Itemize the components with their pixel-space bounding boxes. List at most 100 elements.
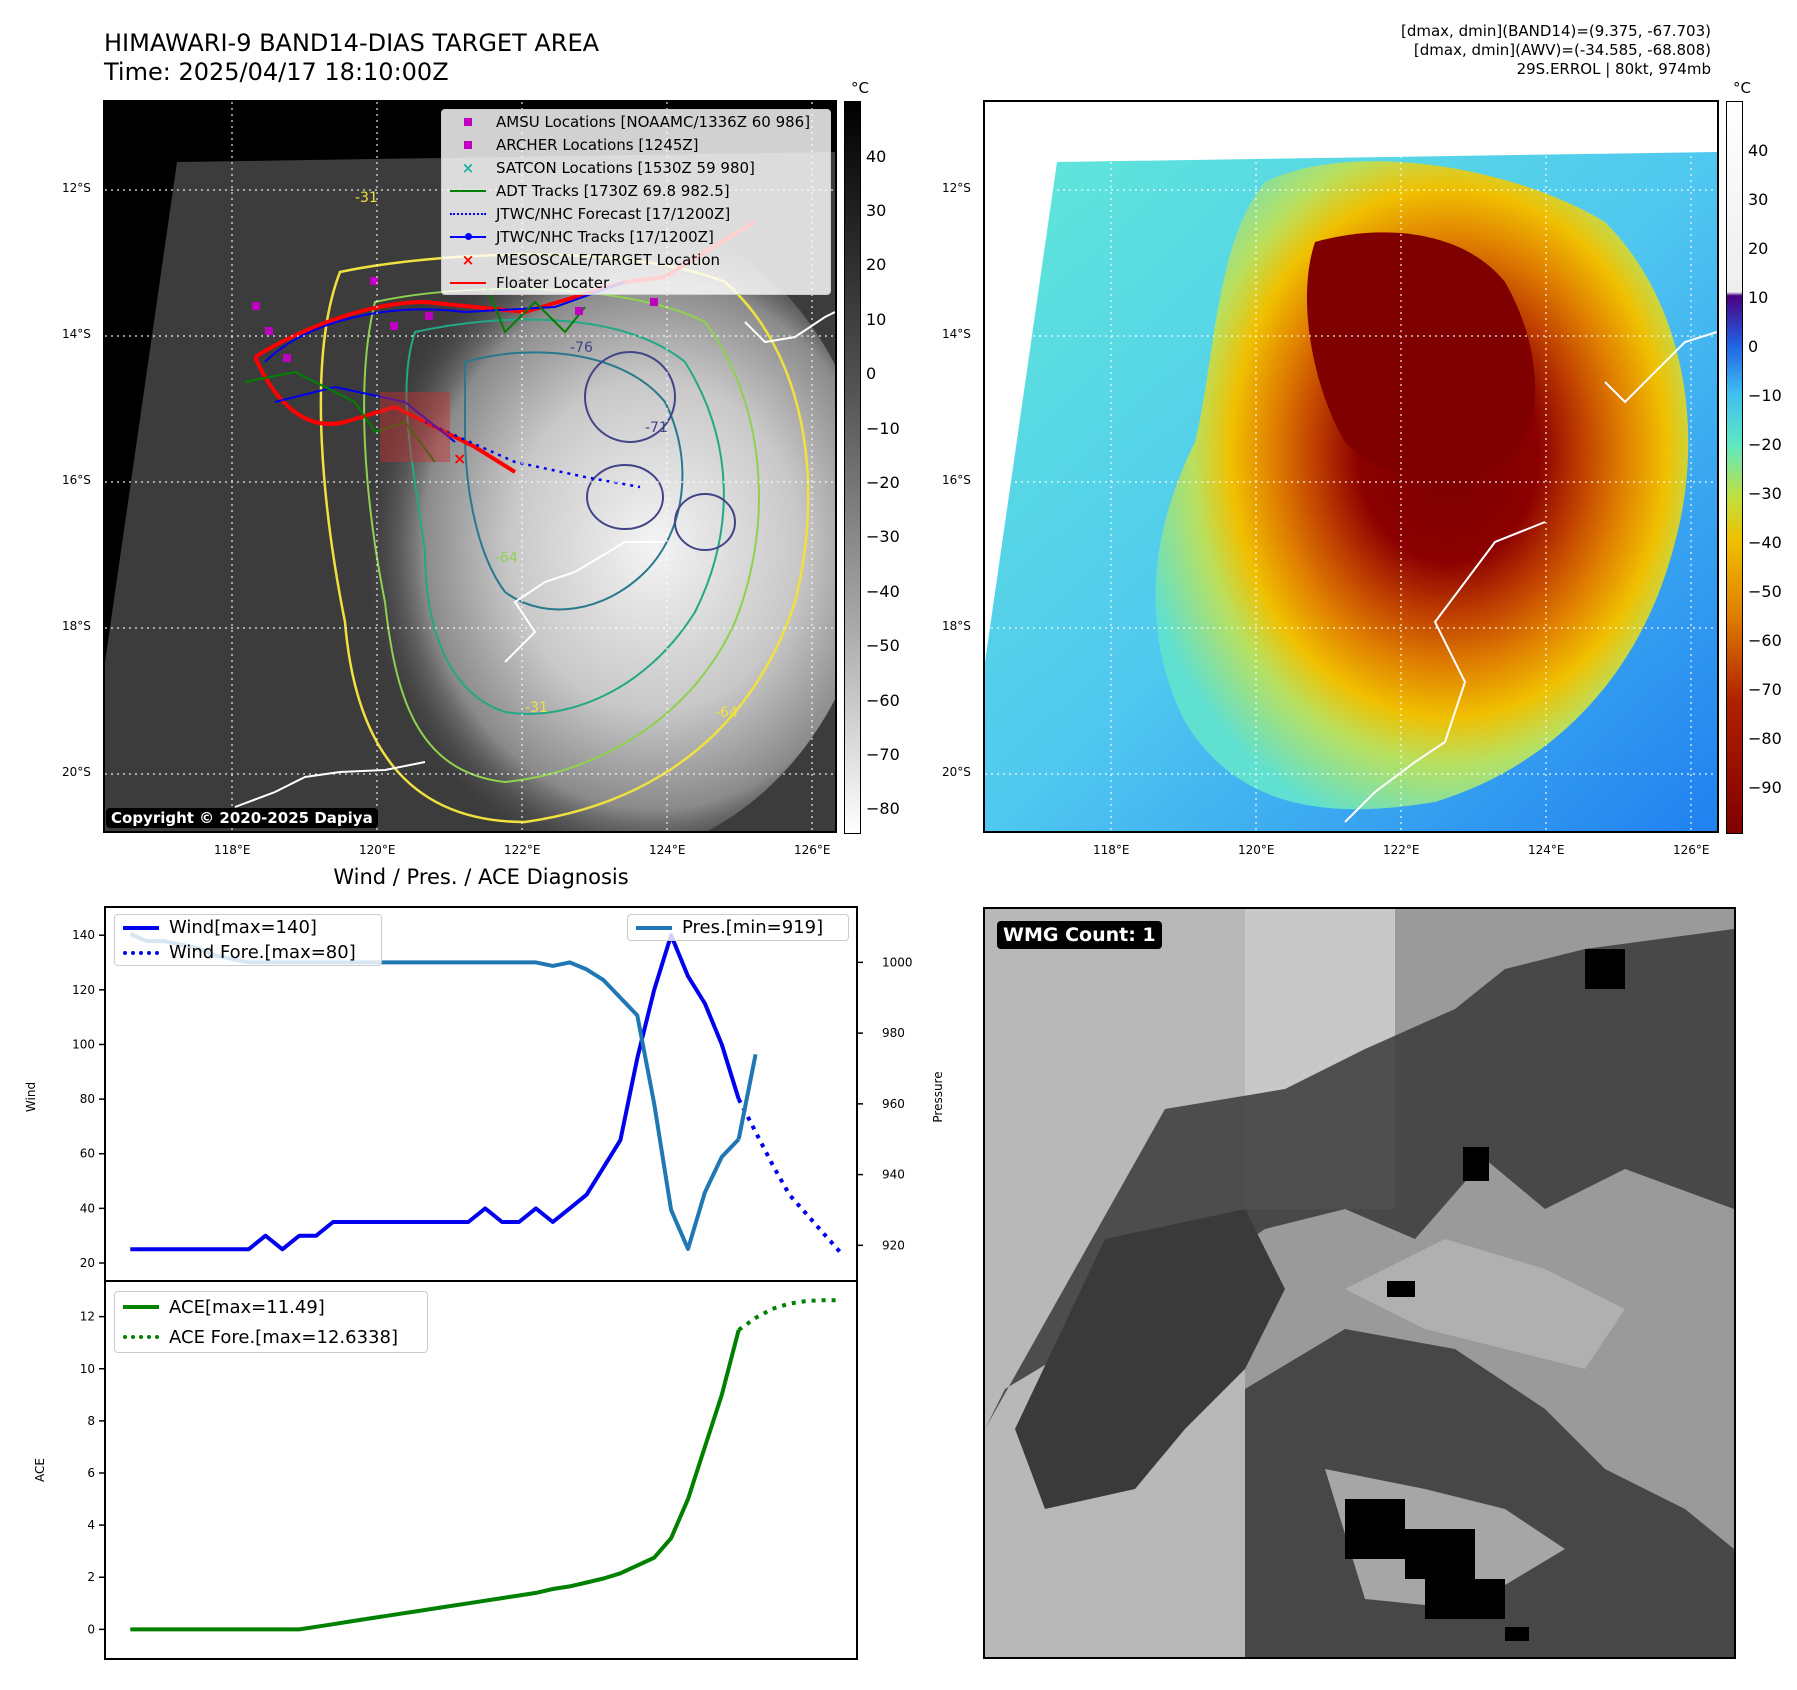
colorbar-tick: 20 (1748, 239, 1769, 258)
colorbar-tick: 10 (866, 310, 887, 329)
colorbar-tick: −30 (1748, 484, 1782, 503)
colorbar-tick: −10 (866, 419, 900, 438)
ir-map-panel[interactable]: -31 -64 -76 -71 -31 -64 × (103, 100, 837, 833)
legend-item-tracks: JTWC/NHC Tracks [17/1200Z] (442, 225, 830, 248)
dotted-line-icon (121, 950, 161, 955)
x-mark-icon: × (461, 158, 475, 177)
y-tick-label: 20 (80, 1256, 95, 1270)
y-tick-label: 100 (72, 1037, 95, 1051)
square-icon (448, 140, 488, 149)
legend-label: Floater Locater (496, 273, 610, 292)
wmg-panel[interactable]: WMG Count: 1 (983, 907, 1736, 1659)
lon-tick: 122°E (1383, 843, 1420, 857)
contour-label: -64 (495, 550, 518, 566)
y-tick-label: 40 (80, 1201, 95, 1215)
series-line-0 (130, 933, 741, 1252)
y2-tick-label: 960 (882, 1097, 905, 1111)
line-icon (121, 1305, 161, 1309)
colorbar-tick: −20 (866, 473, 900, 492)
y2-tick-label: 1000 (882, 955, 913, 969)
lon-tick: 118°E (1093, 843, 1130, 857)
colorbar-tick: −40 (866, 582, 900, 601)
svg-text:×: × (453, 449, 466, 468)
lat-tick: 18°S (942, 619, 971, 633)
colorbar-tick: 0 (866, 364, 877, 383)
lat-tick: 20°S (62, 765, 91, 779)
dotted-line-icon (448, 212, 488, 215)
contour-label: -76 (570, 340, 593, 356)
y-tick-label: 2 (87, 1570, 95, 1584)
y-tick-label: 8 (87, 1414, 95, 1428)
wind-pressure-axes-frame (104, 906, 858, 1282)
legend-label: Pres.[min=919] (682, 917, 824, 938)
y-tick-label: 60 (80, 1147, 95, 1161)
lat-tick: 16°S (62, 473, 91, 487)
pressure-legend: Pres.[min=919] (627, 914, 849, 941)
lon-tick: 118°E (214, 843, 251, 857)
wind-legend: Wind[max=140] Wind Fore.[max=80] (114, 914, 382, 966)
info-line-1: [dmax, dmin](BAND14)=(9.375, -67.703) (1400, 22, 1711, 40)
lat-tick: 14°S (62, 327, 91, 341)
wmg-cold-spot (1463, 1147, 1489, 1181)
square-icon (448, 117, 488, 126)
lat-tick: 12°S (942, 181, 971, 195)
wmg-cold-spot (1405, 1529, 1475, 1579)
series-line-3 (736, 1053, 758, 1140)
y-tick-label: 12 (80, 1310, 95, 1324)
legend-item-ace-forecast: ACE Fore.[max=12.6338] (115, 1322, 427, 1352)
legend-label: ARCHER Locations [1245Z] (496, 135, 699, 154)
title-line-2: Time: 2025/04/17 18:10:00Z (104, 58, 449, 86)
lat-tick: 12°S (62, 181, 91, 195)
legend-item-floater: Floater Locater (442, 271, 830, 294)
ace-legend: ACE[max=11.49] ACE Fore.[max=12.6338] (114, 1291, 428, 1353)
pressure-axis-label: Pressure (931, 1071, 945, 1122)
y-tick-label: 4 (87, 1518, 95, 1532)
wmg-image (985, 909, 1734, 1657)
color-map (985, 102, 1717, 831)
colorbar-tick: −40 (1748, 533, 1782, 552)
legend-item-wind: Wind[max=140] (115, 915, 381, 940)
y-tick-label: 10 (80, 1362, 95, 1376)
legend-item-wind-forecast: Wind Fore.[max=80] (115, 940, 381, 965)
info-line-3: 29S.ERROL | 80kt, 974mb (1516, 60, 1711, 78)
wmg-cold-spot (1585, 949, 1625, 989)
color-map-panel[interactable] (983, 100, 1719, 833)
color-colorbar-unit: °C (1733, 79, 1751, 97)
legend-item-ace: ACE[max=11.49] (115, 1292, 427, 1322)
legend-label: ACE Fore.[max=12.6338] (169, 1326, 398, 1348)
colorbar-tick: −30 (866, 527, 900, 546)
legend-label: MESOSCALE/TARGET Location (496, 250, 721, 269)
legend-item-target: × MESOSCALE/TARGET Location (442, 248, 830, 271)
colorbar-tick: −20 (1748, 435, 1782, 454)
colorbar-tick: 30 (866, 201, 887, 220)
legend-item-amsu: AMSU Locations [NOAAMC/1336Z 60 986] (442, 110, 830, 133)
ir-colorbar-unit: °C (851, 79, 869, 97)
legend-label: Wind Fore.[max=80] (169, 942, 356, 963)
legend-item-satcon: × SATCON Locations [1530Z 59 980] (442, 156, 830, 179)
colorbar-tick: −70 (1748, 680, 1782, 699)
wmg-cold-spot (1505, 1627, 1529, 1641)
legend-label: Wind[max=140] (169, 917, 317, 938)
y-tick-label: 0 (87, 1622, 95, 1636)
info-line-2: [dmax, dmin](AWV)=(-34.585, -68.808) (1413, 41, 1711, 59)
lat-tick: 14°S (942, 327, 971, 341)
ir-map-legend: AMSU Locations [NOAAMC/1336Z 60 986] ARC… (441, 109, 831, 295)
title-line-1: HIMAWARI-9 BAND14-DIAS TARGET AREA (104, 29, 600, 57)
legend-label: SATCON Locations [1530Z 59 980] (496, 158, 755, 177)
lon-tick: 124°E (649, 843, 686, 857)
wind-axis-label: Wind (24, 1082, 38, 1112)
line-icon (448, 281, 488, 284)
colorbar-tick: −80 (1748, 729, 1782, 748)
lat-tick: 18°S (62, 619, 91, 633)
colorbar-tick: 40 (1748, 141, 1769, 160)
y2-tick-label: 940 (882, 1168, 905, 1182)
legend-item-pressure: Pres.[min=919] (628, 915, 848, 940)
x-mark-icon: × (461, 250, 475, 269)
colorbar-tick: −80 (866, 799, 900, 818)
line-icon (448, 189, 488, 192)
legend-label: JTWC/NHC Forecast [17/1200Z] (496, 204, 731, 223)
y-tick-label: 140 (72, 928, 95, 942)
ir-colorbar (844, 101, 861, 834)
colorbar-tick: −10 (1748, 386, 1782, 405)
storm-info: [dmax, dmin](BAND14)=(9.375, -67.703) [d… (1401, 22, 1711, 79)
